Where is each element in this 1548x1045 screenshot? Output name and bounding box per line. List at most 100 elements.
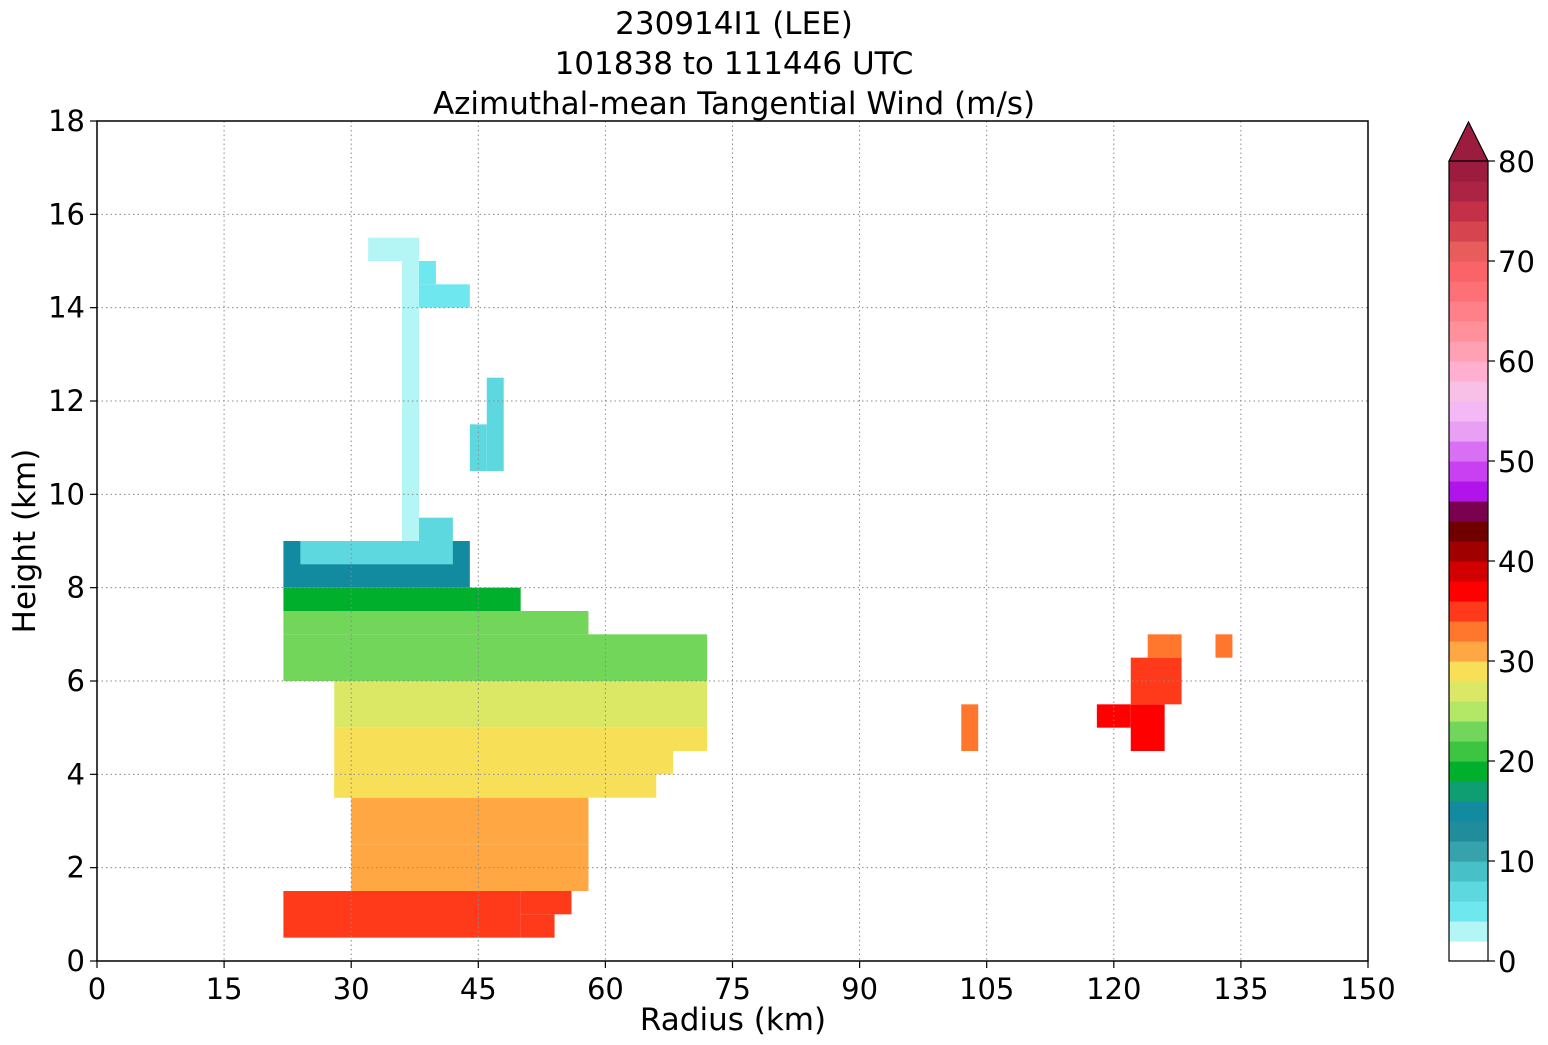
colorbar-segment <box>1449 361 1488 382</box>
colorbar-segment <box>1449 701 1488 722</box>
colorbar-segment <box>1449 521 1488 542</box>
colorbar-extend-arrow <box>1448 120 1489 162</box>
x-tick-label: 45 <box>460 972 497 1006</box>
wind-cell <box>469 424 487 471</box>
colorbar-segment <box>1449 461 1488 482</box>
colorbar-segment <box>1449 321 1488 342</box>
colorbar-segment <box>1449 281 1488 302</box>
y-tick-label: 10 <box>48 477 85 511</box>
colorbar-segment <box>1449 901 1488 922</box>
colorbar-segment <box>1449 601 1488 622</box>
x-tick-label: 90 <box>841 972 878 1006</box>
colorbar-tick-label: 70 <box>1498 245 1535 279</box>
colorbar-segment <box>1449 741 1488 762</box>
colorbar-tick-label: 40 <box>1498 545 1535 579</box>
x-tick-label: 105 <box>959 972 1014 1006</box>
colorbar-segment <box>1449 761 1488 782</box>
y-tick-label: 2 <box>67 851 85 885</box>
colorbar-segment <box>1449 241 1488 262</box>
wind-cell <box>961 704 979 751</box>
colorbar-segment <box>1449 481 1488 502</box>
colorbar-segment <box>1449 261 1488 282</box>
x-axis: 0 15 30 45 60 75 90 105 120 135 150 <box>88 961 1396 1006</box>
colorbar-segment <box>1449 661 1488 682</box>
colorbar-segment <box>1449 861 1488 882</box>
y-tick-label: 18 <box>48 104 85 138</box>
wind-cell <box>283 587 521 611</box>
colorbar-segment <box>1449 441 1488 462</box>
y-tick-label: 0 <box>67 944 85 978</box>
x-tick-label: 120 <box>1086 972 1141 1006</box>
wind-cell <box>520 891 572 915</box>
colorbar-segment <box>1449 501 1488 522</box>
colorbar-segment <box>1449 181 1488 202</box>
y-tick-label: 8 <box>67 571 85 605</box>
x-tick-label: 135 <box>1213 972 1268 1006</box>
colorbar-tick-label: 50 <box>1498 445 1535 479</box>
colorbar-tick-label: 80 <box>1498 145 1535 179</box>
wind-cell <box>283 634 708 681</box>
colorbar-segment <box>1449 401 1488 422</box>
colorbar-segment <box>1449 221 1488 242</box>
wind-cell <box>334 774 657 798</box>
colorbar-tick-label: 60 <box>1498 345 1535 379</box>
colorbar-segment <box>1449 301 1488 322</box>
wind-cell <box>283 611 589 635</box>
colorbar-segment <box>1449 841 1488 862</box>
y-tick-label: 6 <box>67 664 85 698</box>
y-tick-label: 16 <box>48 197 85 231</box>
colorbar-segment <box>1449 801 1488 822</box>
colorbar-segment <box>1449 541 1488 562</box>
wind-cell <box>334 751 674 775</box>
wind-cell <box>486 377 504 471</box>
colorbar-segment <box>1449 561 1488 582</box>
colorbar-segment <box>1449 941 1488 962</box>
y-axis-label: Height (km) <box>7 449 43 634</box>
plot-fill <box>283 237 1233 938</box>
wind-cell <box>520 914 555 938</box>
colorbar-segment <box>1449 821 1488 842</box>
x-tick-label: 15 <box>206 972 243 1006</box>
wind-cell <box>1147 634 1182 658</box>
title-line-1: 230914I1 (LEE) <box>615 6 853 42</box>
colorbar-tick-label: 0 <box>1498 945 1516 979</box>
colorbar-tick-label: 10 <box>1498 845 1535 879</box>
wind-cell <box>351 797 589 845</box>
colorbar-tick-label: 30 <box>1498 645 1535 679</box>
y-axis: 0 2 4 6 8 10 12 14 16 18 <box>48 104 97 978</box>
x-tick-label: 30 <box>333 972 370 1006</box>
colorbar-segment <box>1449 581 1488 602</box>
grid <box>97 121 1368 961</box>
wind-cell <box>402 237 419 541</box>
colorbar-segment <box>1449 341 1488 362</box>
x-tick-label: 60 <box>587 972 624 1006</box>
colorbar-segment <box>1449 381 1488 402</box>
y-tick-label: 12 <box>48 384 85 418</box>
colorbar-segment <box>1449 681 1488 702</box>
y-tick-label: 14 <box>48 291 85 325</box>
colorbar-segment <box>1449 621 1488 642</box>
x-tick-label: 0 <box>88 972 106 1006</box>
wind-cell <box>1130 704 1165 751</box>
wind-cell <box>334 727 708 751</box>
wind-cell <box>368 237 403 261</box>
colorbar-segment <box>1449 161 1488 182</box>
wind-cell <box>1215 634 1233 658</box>
colorbar-segment <box>1449 721 1488 742</box>
x-tick-label: 150 <box>1340 972 1395 1006</box>
title-line-3: Azimuthal-mean Tangential Wind (m/s) <box>433 86 1035 122</box>
x-tick-label: 75 <box>714 972 751 1006</box>
y-tick-label: 4 <box>67 757 85 791</box>
colorbar-segment <box>1449 781 1488 802</box>
colorbar-segment <box>1449 881 1488 902</box>
colorbar-segment <box>1449 201 1488 222</box>
colorbar-segment <box>1449 421 1488 442</box>
wind-cell <box>418 261 436 285</box>
title-line-2: 101838 to 111446 UTC <box>555 46 914 82</box>
colorbar-segment <box>1449 921 1488 942</box>
colorbar-segment <box>1449 641 1488 662</box>
colorbar-tick-label: 20 <box>1498 745 1535 779</box>
x-axis-label: Radius (km) <box>640 1002 826 1038</box>
wind-cell <box>418 284 470 308</box>
